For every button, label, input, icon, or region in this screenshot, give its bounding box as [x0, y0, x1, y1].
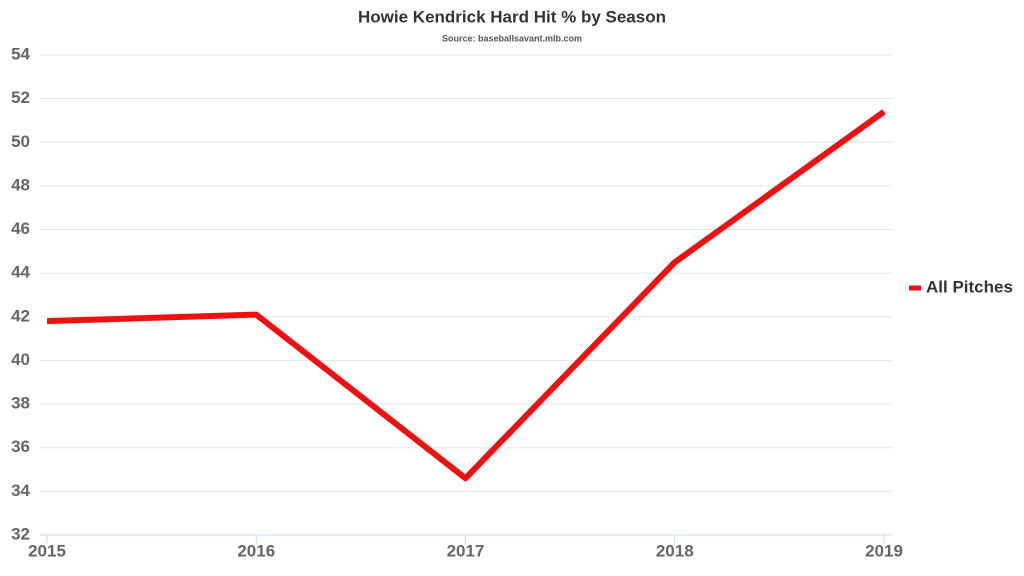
y-tick-label: 52 [11, 88, 30, 107]
x-tick-label: 2018 [656, 541, 694, 560]
x-tick-label: 2017 [447, 541, 485, 560]
chart-title: Howie Kendrick Hard Hit % by Season [358, 7, 666, 26]
chart-subtitle: Source: baseballsavant.mlb.com [442, 33, 582, 43]
y-tick-label: 34 [11, 481, 30, 500]
y-tick-label: 40 [11, 350, 30, 369]
y-tick-label: 36 [11, 437, 30, 456]
x-tick-label: 2016 [237, 541, 275, 560]
y-tick-label: 38 [11, 394, 30, 413]
y-tick-label: 44 [11, 263, 30, 282]
y-tick-label: 50 [11, 132, 30, 151]
x-tick-label: 2019 [865, 541, 903, 560]
y-tick-label: 54 [11, 44, 30, 63]
y-tick-label: 32 [11, 524, 30, 543]
y-tick-label: 48 [11, 175, 30, 194]
line [46, 109, 886, 482]
y-tick-label: 46 [11, 219, 30, 238]
x-tick-label: 2015 [28, 541, 66, 560]
legend-label: All Pitches [926, 277, 1013, 296]
y-tick-label: 42 [11, 306, 30, 325]
